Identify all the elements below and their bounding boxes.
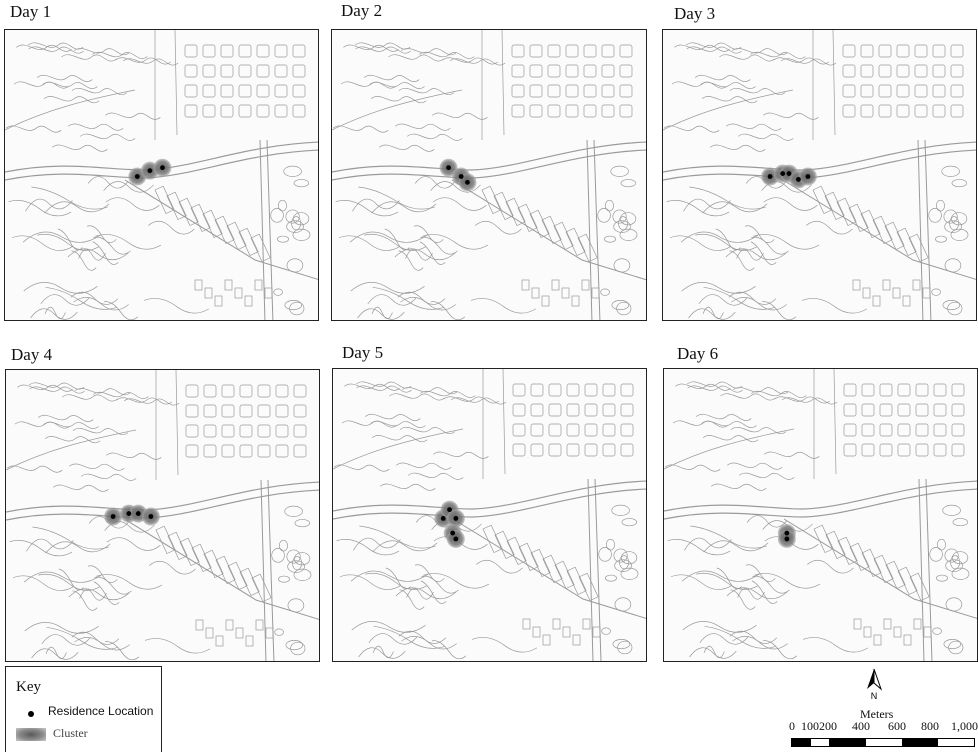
map-svg — [5, 30, 318, 320]
residence-point — [453, 536, 459, 542]
scale-tick-1000: 1,000 — [951, 719, 978, 733]
residence-point — [465, 179, 470, 185]
residence-point — [135, 511, 141, 516]
map-svg — [333, 369, 646, 661]
scale-tick-200: 200 — [819, 719, 837, 733]
map-day2 — [331, 29, 647, 321]
residence-point — [767, 174, 773, 179]
residence-point — [805, 174, 811, 179]
residence-point — [780, 171, 786, 176]
scale-tick-100: 100 — [801, 719, 819, 733]
map-svg — [332, 30, 646, 320]
residence-point — [784, 536, 790, 542]
north-arrow-icon: N — [867, 668, 883, 701]
map-day3 — [662, 29, 977, 321]
residence-point — [784, 530, 790, 536]
residence-point — [458, 174, 464, 179]
residence-point — [147, 168, 153, 174]
residence-point — [126, 511, 132, 516]
scale-bar — [791, 738, 975, 747]
residence-point — [148, 514, 154, 519]
residence-point — [786, 171, 792, 176]
scale-tick-800: 800 — [921, 719, 939, 733]
panel-title-day1: Day 1 — [10, 2, 52, 21]
panel-title-day2: Day 2 — [341, 1, 383, 20]
residence-point — [110, 514, 116, 519]
panel-title-day3: Day 3 — [674, 4, 716, 23]
legend-key: Key Residence Location Cluster — [5, 666, 162, 752]
scale-tick-0: 0 — [789, 719, 795, 733]
residence-dot-icon — [28, 711, 34, 717]
legend-cluster-label: Cluster — [53, 726, 88, 740]
map-day4 — [5, 369, 320, 662]
scale-tick-400: 400 — [852, 719, 870, 733]
north-label: N — [871, 691, 878, 701]
map-day6 — [663, 368, 978, 662]
map-svg — [663, 30, 976, 320]
residence-point — [446, 165, 451, 171]
cluster-swatch-icon — [16, 728, 46, 741]
panel-title-day4: Day 4 — [11, 345, 53, 364]
scale-unit-label: Meters — [860, 707, 894, 721]
legend-residence-label: Residence Location — [48, 704, 154, 718]
map-day1 — [4, 29, 319, 321]
map-svg — [664, 369, 977, 661]
map-svg — [6, 370, 319, 661]
residence-point — [450, 530, 456, 536]
panel-title-day6: Day 6 — [677, 344, 719, 363]
residence-point — [440, 516, 446, 521]
scale-tick-600: 600 — [888, 719, 906, 733]
residence-point — [447, 507, 452, 513]
residence-point — [796, 177, 801, 182]
residence-point — [453, 516, 459, 521]
panel-title-day5: Day 5 — [342, 343, 384, 362]
map-day5 — [332, 368, 647, 662]
residence-point — [160, 165, 165, 171]
residence-point — [134, 174, 140, 179]
legend-title: Key — [16, 679, 41, 695]
